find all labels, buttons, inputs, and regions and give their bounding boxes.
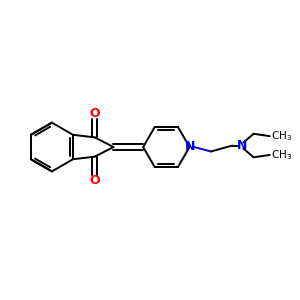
Text: N: N bbox=[237, 139, 247, 152]
Text: O: O bbox=[89, 174, 100, 187]
Text: O: O bbox=[89, 107, 100, 120]
Text: CH$_3$: CH$_3$ bbox=[271, 148, 292, 162]
Text: CH$_3$: CH$_3$ bbox=[271, 129, 292, 143]
Text: N: N bbox=[185, 140, 195, 153]
